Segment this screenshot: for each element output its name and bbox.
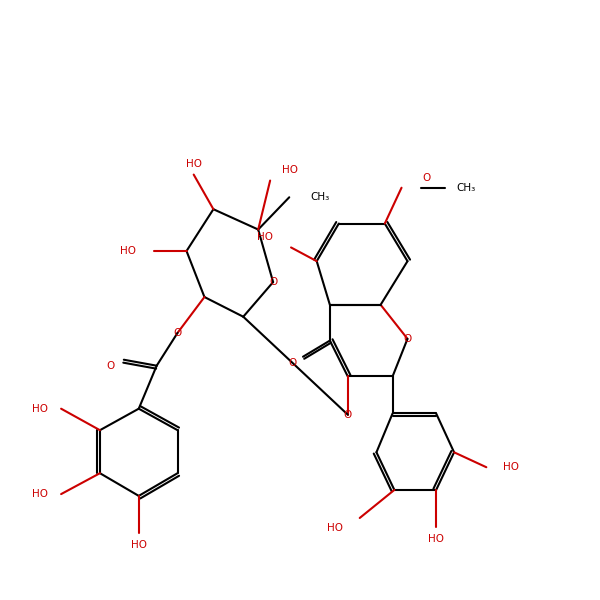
Text: O: O <box>403 334 412 344</box>
Text: HO: HO <box>131 540 147 550</box>
Text: O: O <box>269 277 277 287</box>
Text: O: O <box>422 173 431 182</box>
Text: HO: HO <box>32 404 48 413</box>
Text: CH₃: CH₃ <box>311 192 330 202</box>
Text: O: O <box>106 361 114 371</box>
Text: O: O <box>173 328 182 338</box>
Text: HO: HO <box>327 523 343 533</box>
Text: HO: HO <box>257 232 273 242</box>
Text: O: O <box>344 410 352 419</box>
Text: CH₃: CH₃ <box>457 183 476 193</box>
Text: HO: HO <box>282 165 298 175</box>
Text: HO: HO <box>185 159 202 169</box>
Text: HO: HO <box>120 246 136 256</box>
Text: HO: HO <box>503 462 519 472</box>
Text: HO: HO <box>32 489 48 499</box>
Text: HO: HO <box>428 534 444 544</box>
Text: O: O <box>289 358 297 368</box>
